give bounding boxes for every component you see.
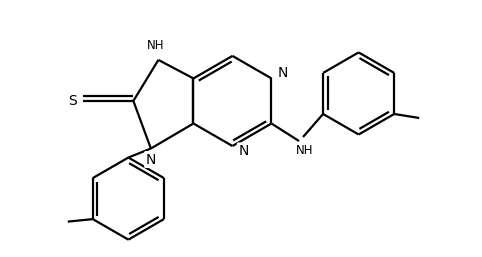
Text: N: N <box>146 153 156 167</box>
Text: N: N <box>277 66 288 80</box>
Text: S: S <box>68 94 77 108</box>
Text: S: S <box>68 94 77 108</box>
Text: NH: NH <box>296 143 314 157</box>
Text: NH: NH <box>147 39 165 52</box>
Text: N: N <box>277 66 288 80</box>
Text: N: N <box>146 153 156 167</box>
Text: NH: NH <box>296 143 314 157</box>
Text: NH: NH <box>147 39 165 52</box>
Text: N: N <box>238 144 249 158</box>
Text: N: N <box>238 144 249 158</box>
